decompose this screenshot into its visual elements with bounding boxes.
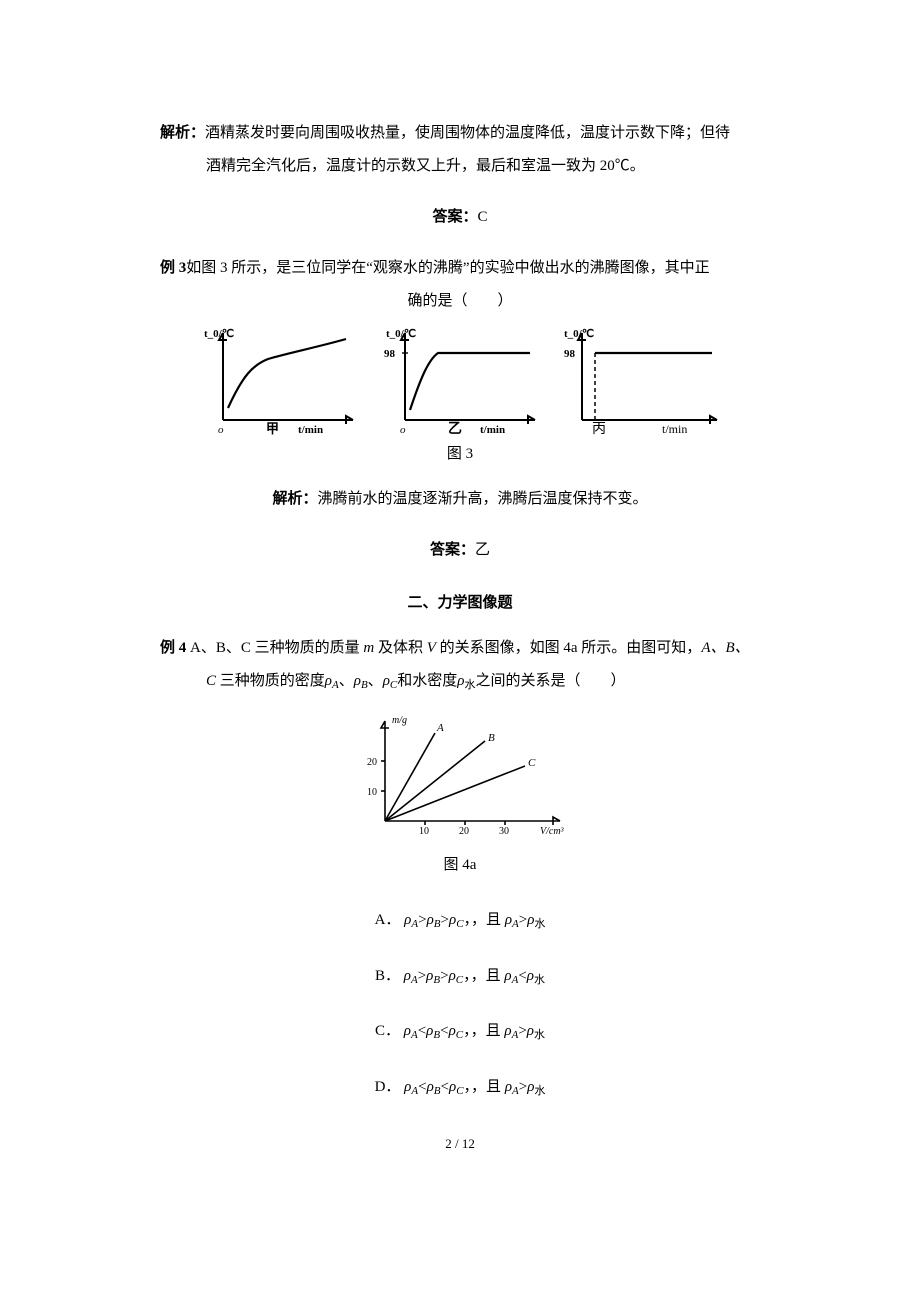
panel-name: 丙 <box>592 422 606 435</box>
example-label: 例 3 <box>160 260 186 276</box>
ex4-stem-line1: 例 4 A、B、C 三种物质的质量 m 及体积 V 的关系图像，如图 4a 所示… <box>160 635 760 662</box>
page-number: 2 / 12 <box>160 1132 760 1155</box>
analysis-label: 解析： <box>160 125 205 141</box>
page-total: 12 <box>462 1136 475 1151</box>
answer-label: 答案： <box>432 209 477 225</box>
section-2-title: 二、力学图像题 <box>160 590 760 617</box>
x-axis-label: t/min <box>480 424 505 435</box>
ex4-stem-line2: C 三种物质的密度ρA、ρB、ρC和水密度ρ水之间的关系是（ ） <box>206 668 760 696</box>
x-axis-label: t/min <box>662 422 687 435</box>
series-b-label: B <box>488 732 495 744</box>
x-axis-label: t/min <box>298 424 323 435</box>
fig4a-chart: m/g V/cm³ 10 20 30 10 20 A B C <box>345 706 575 846</box>
opt-label: B． <box>375 968 400 984</box>
sep2: 、 <box>368 673 383 689</box>
ex2-analysis-text-1: 酒精蒸发时要向周围吸收热量，使周围物体的温度降低，温度计示数下降；但待 <box>205 125 730 141</box>
ex3-stem-line2: 确的是（ ） <box>160 288 760 315</box>
ex2-analysis-line2: 酒精完全汽化后，温度计的示数又上升，最后和室温一致为 20℃。 <box>206 153 760 180</box>
t6: 之间的关系是（ ） <box>475 673 625 689</box>
var-c: C <box>206 673 216 689</box>
fig3-caption: 图 3 <box>160 441 760 468</box>
t3b: A、B、 <box>701 640 749 656</box>
figure-4a: m/g V/cm³ 10 20 30 10 20 A B C <box>160 706 760 846</box>
ex2-analysis-line1: 解析：酒精蒸发时要向周围吸收热量，使周围物体的温度降低，温度计示数下降；但待 <box>160 120 760 147</box>
origin-label: o <box>218 424 224 435</box>
x-axis-label: V/cm³ <box>540 826 565 837</box>
answer-label: 答案： <box>430 542 475 558</box>
opt-label: A． <box>375 912 401 928</box>
t5: 和水密度 <box>397 673 457 689</box>
fig3-panel-1: t_0/℃ 甲 t/min o <box>198 325 358 435</box>
panel-name: 甲 <box>266 421 279 435</box>
example-4: 例 4 A、B、C 三种物质的质量 m 及体积 V 的关系图像，如图 4a 所示… <box>160 635 760 1102</box>
page: 解析：酒精蒸发时要向周围吸收热量，使周围物体的温度降低，温度计示数下降；但待 酒… <box>0 0 920 1302</box>
rho-a: ρ <box>325 673 332 689</box>
opt-label: D． <box>375 1079 401 1095</box>
y-tick: 98 <box>384 348 396 360</box>
origin-label: o <box>400 424 406 435</box>
t3: 的关系图像，如图 4a 所示。由图可知， <box>436 640 701 656</box>
var-v: V <box>427 640 436 656</box>
option-b: B． ρA>ρB>ρC，，且 ρA<ρ水 <box>160 963 760 991</box>
ex3-analysis-text: 沸腾前水的温度逐渐升高，沸腾后温度保持不变。 <box>318 491 648 507</box>
sub-a: A <box>332 679 339 691</box>
y-axis-label: t_0/℃ <box>564 328 594 340</box>
fig4a-caption: 图 4a <box>160 852 760 879</box>
rho-c: ρ <box>383 673 390 689</box>
y-axis-label: t_0/℃ <box>204 328 234 340</box>
example-label: 例 4 <box>160 640 186 656</box>
xtick-30: 30 <box>499 826 509 837</box>
analysis-label: 解析： <box>272 491 317 507</box>
t1: A、B、C 三种物质的质量 <box>186 640 363 656</box>
rho-b: ρ <box>354 673 361 689</box>
opt-label: C． <box>375 1023 400 1039</box>
panel-name: 乙 <box>448 421 462 435</box>
ex3-answer: 答案：乙 <box>160 537 760 564</box>
ex3-analysis: 解析：沸腾前水的温度逐渐升高，沸腾后温度保持不变。 <box>160 486 760 513</box>
ex3-answer-value: 乙 <box>475 542 490 558</box>
sub-b: B <box>361 679 368 691</box>
sub-w: 水 <box>464 679 475 691</box>
ex3-stem-line1: 例 3如图 3 所示，是三位同学在“观察水的沸腾”的实验中做出水的沸腾图像，其中… <box>160 255 760 282</box>
fig3-panel-2: t_0/℃ 98 乙 t/min o <box>380 325 540 435</box>
y-axis-label: m/g <box>392 715 407 726</box>
series-a-label: A <box>436 722 444 734</box>
series-c-label: C <box>528 757 536 769</box>
option-a: A． ρA>ρB>ρC，，且 ρA>ρ水 <box>160 907 760 935</box>
ytick-10: 10 <box>367 787 377 798</box>
ex2-answer: 答案：C <box>160 204 760 231</box>
fig3-panel-3: t_0/℃ 98 丙 t/min <box>562 325 722 435</box>
sep1: 、 <box>339 673 354 689</box>
xtick-20: 20 <box>459 826 469 837</box>
ex3-stem-text-1: 如图 3 所示，是三位同学在“观察水的沸腾”的实验中做出水的沸腾图像，其中正 <box>186 260 709 276</box>
option-d: D． ρA<ρB<ρC，，且 ρA>ρ水 <box>160 1074 760 1102</box>
var-m: m <box>363 640 374 656</box>
figure-3-row: t_0/℃ 甲 t/min o t_0/℃ 98 乙 t/min <box>160 325 760 435</box>
t2: 及体积 <box>374 640 427 656</box>
example-3: 例 3如图 3 所示，是三位同学在“观察水的沸腾”的实验中做出水的沸腾图像，其中… <box>160 255 760 564</box>
page-sep: / <box>452 1136 462 1151</box>
y-tick: 98 <box>564 348 576 360</box>
xtick-10: 10 <box>419 826 429 837</box>
ex2-answer-value: C <box>478 209 488 225</box>
option-c: C． ρA<ρB<ρC，，且 ρA>ρ水 <box>160 1018 760 1046</box>
y-axis-label: t_0/℃ <box>386 328 416 340</box>
ytick-20: 20 <box>367 757 377 768</box>
t4: 三种物质的密度 <box>216 673 325 689</box>
